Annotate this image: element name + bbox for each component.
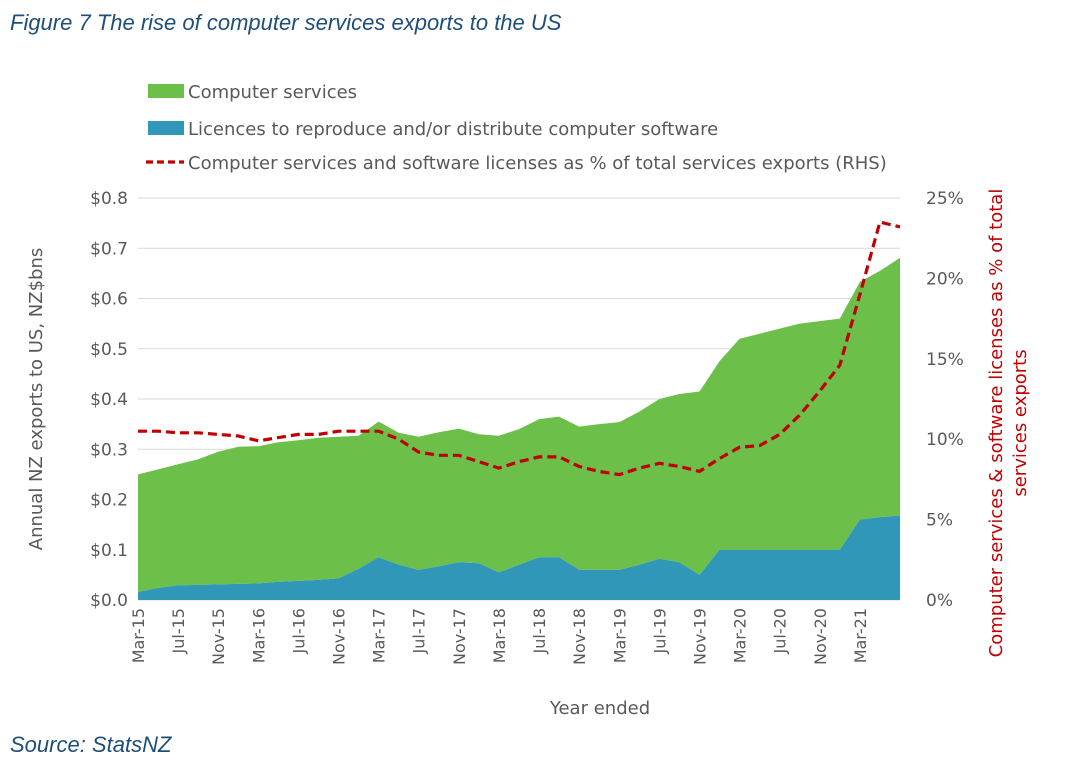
legend-swatch-computer-services <box>148 84 184 98</box>
x-tick-label: Mar-20 <box>731 608 750 663</box>
legend-label-licences: Licences to reproduce and/or distribute … <box>188 119 718 140</box>
y2-axis-title-line-1: Computer services & software licenses as… <box>986 189 1007 658</box>
y2-tick-label: 20% <box>926 269 964 289</box>
x-tick-label: Nov-19 <box>690 608 709 665</box>
legend: Computer services Licences to reproduce a… <box>146 82 887 174</box>
rhs-line <box>138 220 901 477</box>
y-tick-label: $0.7 <box>90 239 128 259</box>
source-note: Source: StatsNZ <box>10 732 172 757</box>
x-axis-title: Year ended <box>549 698 650 719</box>
x-tick-label: Jul-15 <box>169 608 188 654</box>
x-tick-label: Jul-16 <box>289 608 308 654</box>
x-tick-label: Mar-19 <box>610 608 629 663</box>
x-tick-label: Mar-16 <box>249 608 268 663</box>
x-tick-label: Jul-17 <box>410 608 429 654</box>
area-licences <box>138 515 900 600</box>
y-tick-label: $0.1 <box>90 541 128 561</box>
x-tick-label: Mar-18 <box>490 608 509 663</box>
areas <box>138 257 900 600</box>
legend-label-share-line: Computer services and software licenses … <box>188 153 887 174</box>
x-tick-label: Nov-18 <box>570 608 589 665</box>
x-tick-label: Nov-17 <box>450 608 469 665</box>
figure-title: Figure 7 The rise of computer services e… <box>10 10 562 35</box>
y-tick-label: $0.3 <box>90 440 128 460</box>
legend-swatch-licences <box>148 121 184 135</box>
x-tick-label: Jul-19 <box>650 608 669 654</box>
x-tick-label: Mar-17 <box>370 608 389 663</box>
area-computer-services <box>138 257 900 592</box>
x-tick-label: Nov-16 <box>330 608 349 665</box>
x-tick-label: Jul-20 <box>771 608 790 654</box>
y-axis-title: Annual NZ exports to US, NZ$bns <box>26 248 47 551</box>
y-tick-label: $0.2 <box>90 491 128 511</box>
legend-label-computer-services: Computer services <box>188 82 357 103</box>
y-tick-label: $0.5 <box>90 340 128 360</box>
axes: $0.0 $0.1 $0.2 $0.3 $0.4 $0.5 $0.6 $0.7 $0.8 0% 5%… <box>26 189 1031 719</box>
y2-tick-label: 5% <box>926 511 953 531</box>
y-tick-label: $0.8 <box>90 189 128 209</box>
y2-axis-title-line-2: services exports <box>1010 349 1031 496</box>
y2-tick-label: 10% <box>926 430 964 450</box>
x-tick-label: Mar-15 <box>129 608 148 663</box>
y-tick-label: $0.4 <box>90 390 128 410</box>
x-tick-label: Jul-18 <box>530 608 549 654</box>
x-tick-label: Nov-20 <box>811 608 830 665</box>
y2-tick-label: 15% <box>926 350 964 370</box>
x-tick-label: Nov-15 <box>209 608 228 665</box>
line-share-of-total <box>138 220 901 477</box>
y-tick-label: $0.0 <box>90 591 128 611</box>
y2-tick-label: 0% <box>926 591 953 611</box>
y2-tick-label: 25% <box>926 189 964 209</box>
x-tick-label: Mar-21 <box>851 608 870 663</box>
y-tick-label: $0.6 <box>90 290 128 310</box>
